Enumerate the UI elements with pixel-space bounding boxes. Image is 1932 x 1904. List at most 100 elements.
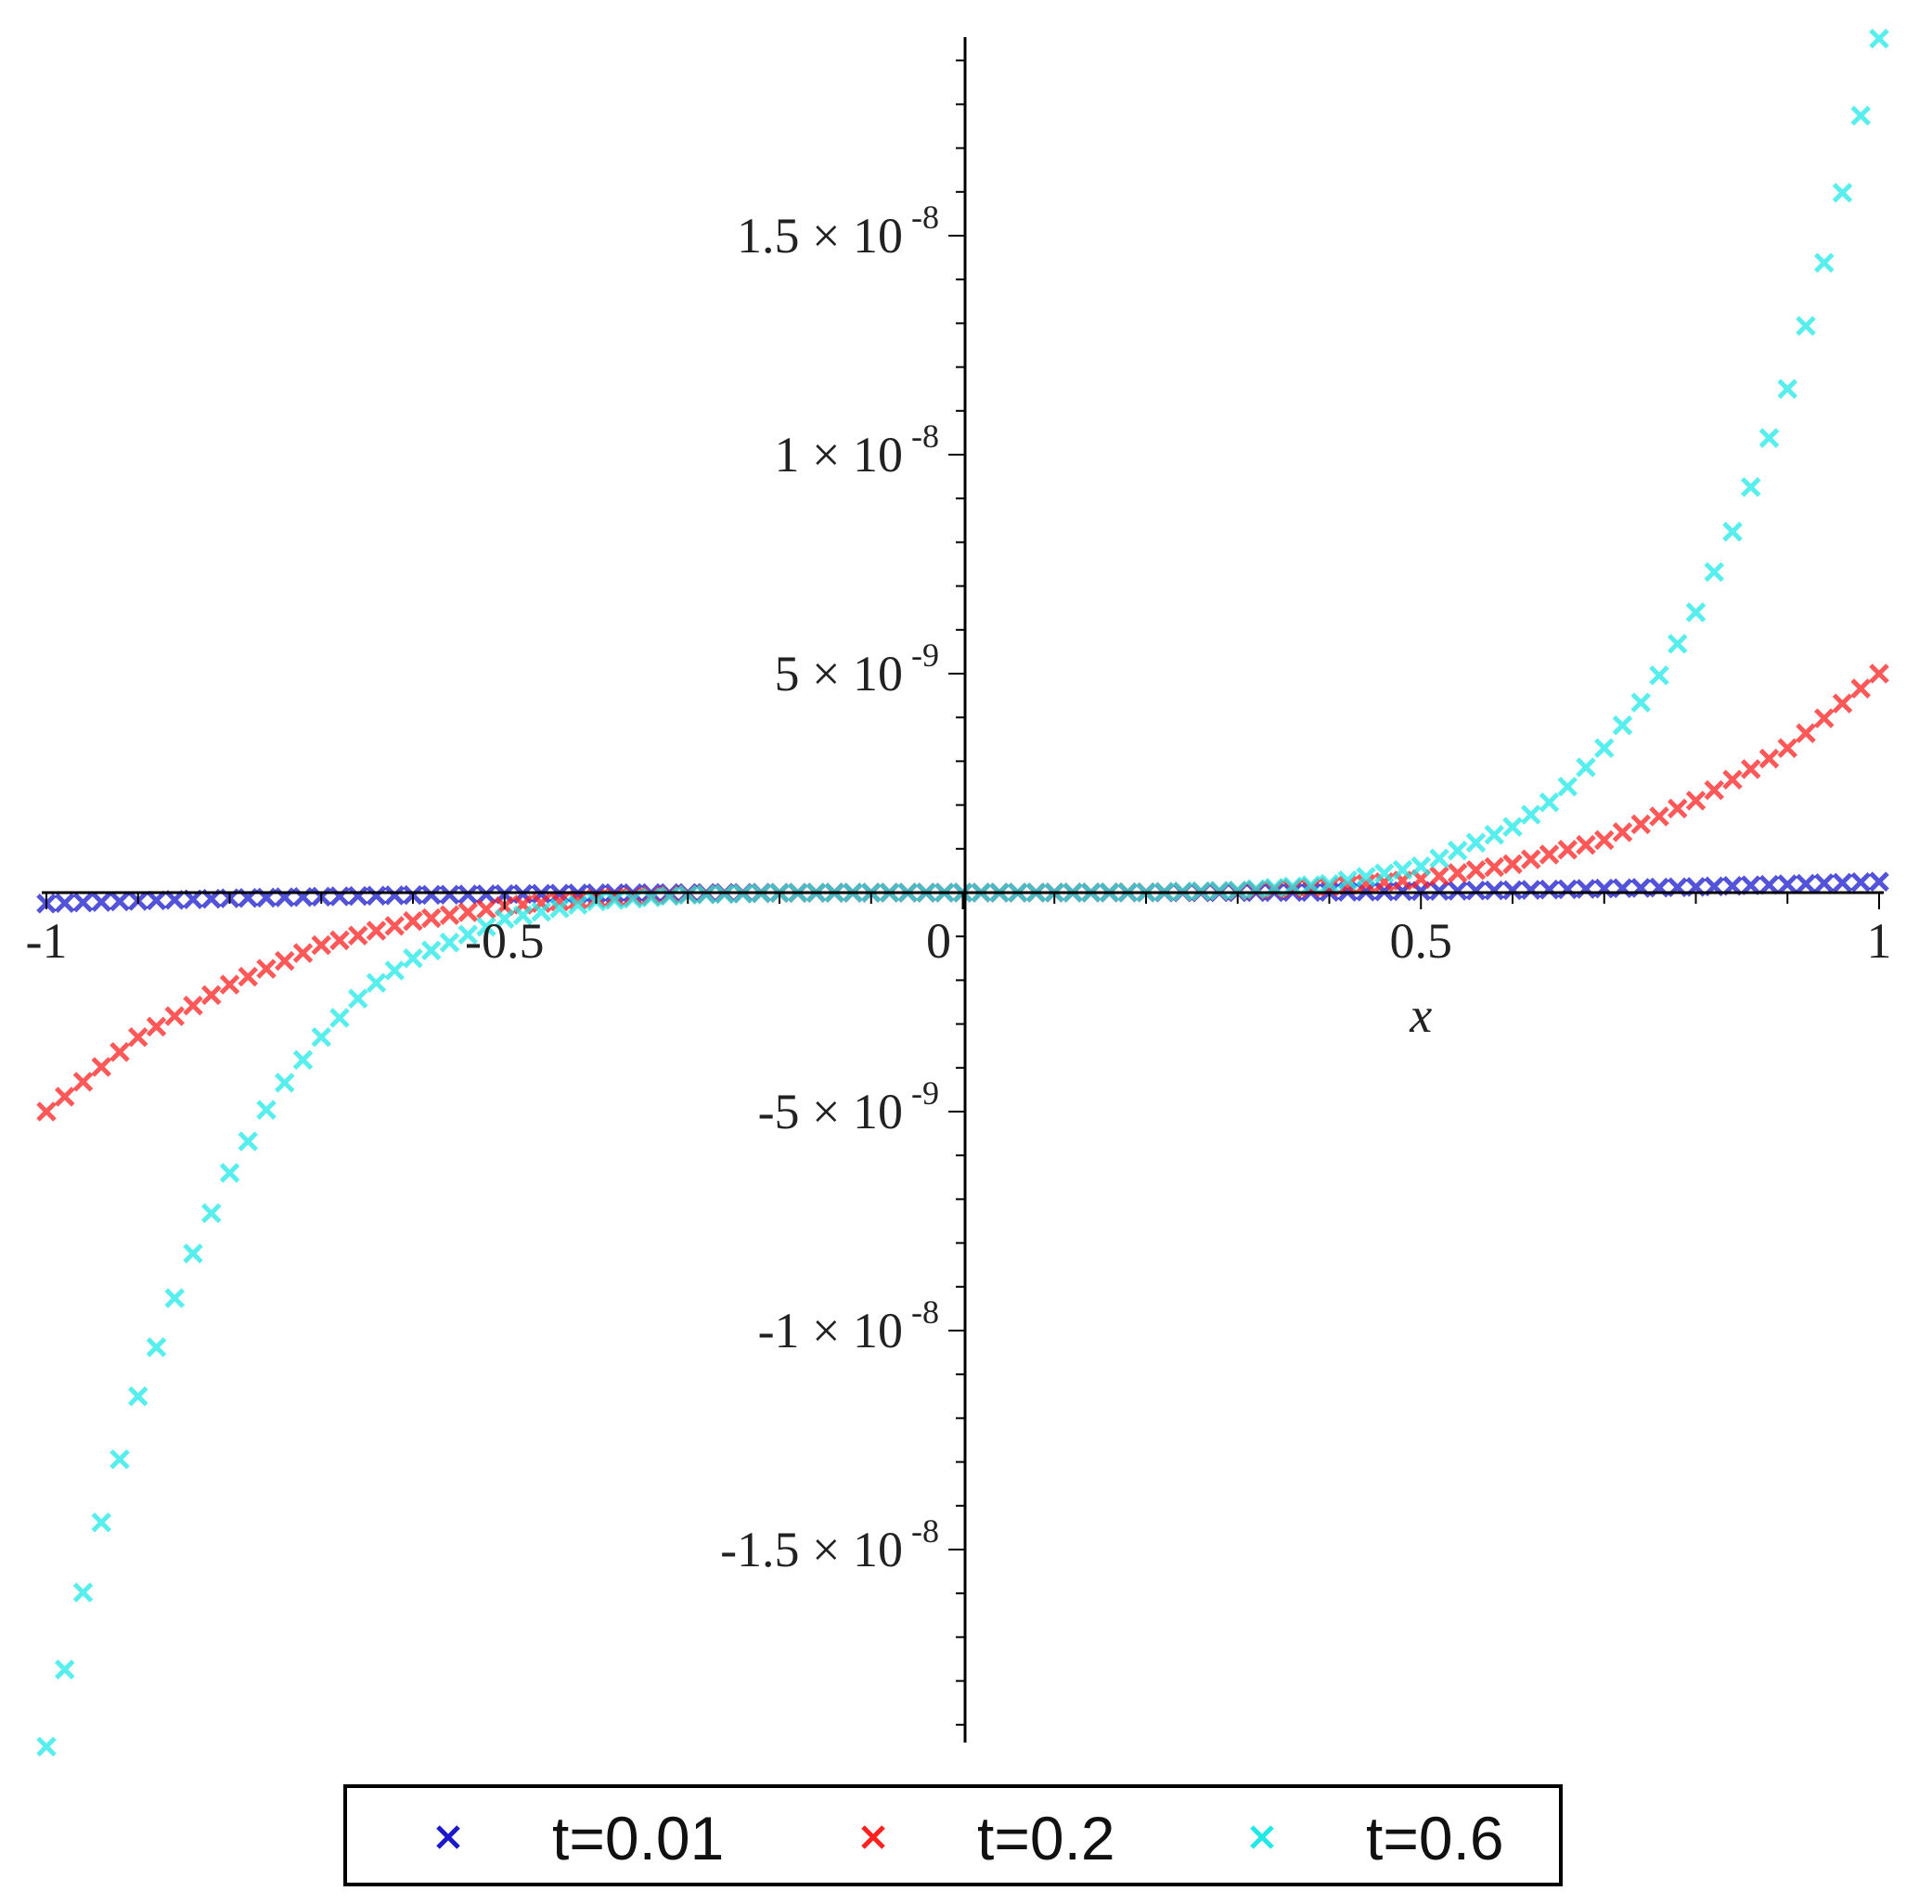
data-point	[109, 1042, 130, 1062]
data-point	[1832, 693, 1853, 714]
data-point	[1704, 561, 1725, 583]
data-point	[347, 925, 368, 946]
data-point	[146, 1016, 167, 1037]
data-point	[1539, 879, 1560, 900]
data-point	[238, 966, 259, 987]
data-point	[72, 1072, 94, 1092]
data-point	[549, 891, 570, 912]
data-point	[1813, 873, 1835, 894]
data-point	[1850, 678, 1872, 699]
legend-marker	[861, 1825, 885, 1849]
y-tick-label: -1.5 × 10 -8	[720, 1512, 939, 1577]
legend-item: t=0.6	[1250, 1804, 1504, 1872]
data-point	[1758, 748, 1780, 769]
legend: t=0.01 t=0.2 t=0.6	[343, 1784, 1563, 1886]
data-point	[1593, 878, 1615, 899]
data-point	[384, 885, 406, 906]
data-point	[1796, 315, 1816, 336]
data-point	[1520, 849, 1541, 869]
data-point	[292, 943, 314, 963]
data-point	[91, 892, 112, 912]
data-point	[219, 974, 240, 995]
data-point	[1740, 875, 1761, 895]
data-point	[1813, 708, 1835, 728]
data-point	[1576, 834, 1596, 856]
y-tick-label: -5 × 10 -9	[758, 1074, 939, 1139]
data-point	[1576, 757, 1596, 778]
data-point	[714, 883, 735, 905]
data-point	[200, 984, 222, 1006]
data-point	[1630, 814, 1652, 835]
data-point	[1796, 723, 1816, 743]
x-tick-label: 1	[1867, 913, 1892, 969]
data-point	[476, 917, 496, 937]
data-point	[292, 886, 314, 907]
data-point	[366, 885, 387, 907]
data-point	[1557, 839, 1578, 860]
data-point	[1612, 714, 1633, 736]
data-point	[1447, 881, 1468, 901]
data-point	[1410, 856, 1432, 877]
data-point	[1667, 634, 1688, 654]
data-point	[91, 1512, 112, 1533]
data-point	[439, 905, 460, 926]
data-point	[1484, 824, 1505, 845]
data-point	[1465, 859, 1487, 881]
data-point	[1649, 665, 1669, 686]
data-point	[54, 1659, 75, 1680]
x-tick-label: -1	[26, 913, 68, 969]
data-point	[420, 884, 442, 906]
data-point	[1539, 844, 1560, 865]
data-point	[1777, 738, 1798, 759]
data-point	[200, 1203, 222, 1224]
data-point	[1484, 880, 1505, 901]
data-point	[109, 891, 130, 912]
data-point	[1777, 874, 1798, 894]
data-point	[183, 996, 203, 1016]
legend-marker	[436, 1825, 460, 1849]
data-point	[659, 886, 680, 907]
x-tick-label: -0.5	[465, 913, 544, 969]
legend-label: t=0.2	[977, 1804, 1115, 1872]
data-point	[1447, 863, 1468, 883]
data-point	[274, 950, 295, 971]
data-point	[109, 1449, 130, 1470]
data-point	[256, 1100, 277, 1120]
data-point	[384, 960, 406, 981]
tick-labels: -1 -0.5 0 0.5 1 1.5 × 10 -8 1 × 10 -8 5 × 10 -9…	[26, 199, 1892, 1577]
data-point	[1576, 879, 1596, 899]
legend-item: t=0.2	[861, 1804, 1115, 1872]
data-point	[1593, 738, 1615, 759]
data-point	[420, 907, 442, 929]
data-point	[1557, 879, 1578, 900]
data-point	[1685, 791, 1707, 811]
data-point	[1429, 881, 1449, 901]
data-point	[476, 899, 496, 920]
data-point	[494, 908, 515, 930]
data-point	[457, 884, 479, 905]
data-point	[696, 884, 716, 905]
data-point	[1227, 880, 1248, 901]
data-point	[1612, 822, 1633, 843]
data-point	[420, 940, 442, 961]
legend-label: t=0.6	[1366, 1804, 1504, 1872]
data-point	[1356, 873, 1376, 894]
data-point	[72, 892, 94, 913]
y-tick-label: 1.5 × 10 -8	[737, 199, 939, 264]
data-point	[457, 902, 479, 922]
data-point	[329, 886, 350, 907]
data-point	[1704, 779, 1725, 801]
data-point	[366, 920, 387, 941]
data-point	[549, 898, 570, 919]
data-point	[183, 1243, 203, 1264]
data-point	[366, 972, 387, 993]
data-point	[146, 890, 167, 911]
data-point	[1740, 477, 1761, 497]
data-point	[531, 902, 552, 922]
data-point	[1832, 872, 1853, 894]
data-point	[1373, 863, 1395, 883]
data-point	[1392, 859, 1413, 881]
data-point	[54, 1087, 75, 1107]
data-point	[1593, 830, 1615, 851]
